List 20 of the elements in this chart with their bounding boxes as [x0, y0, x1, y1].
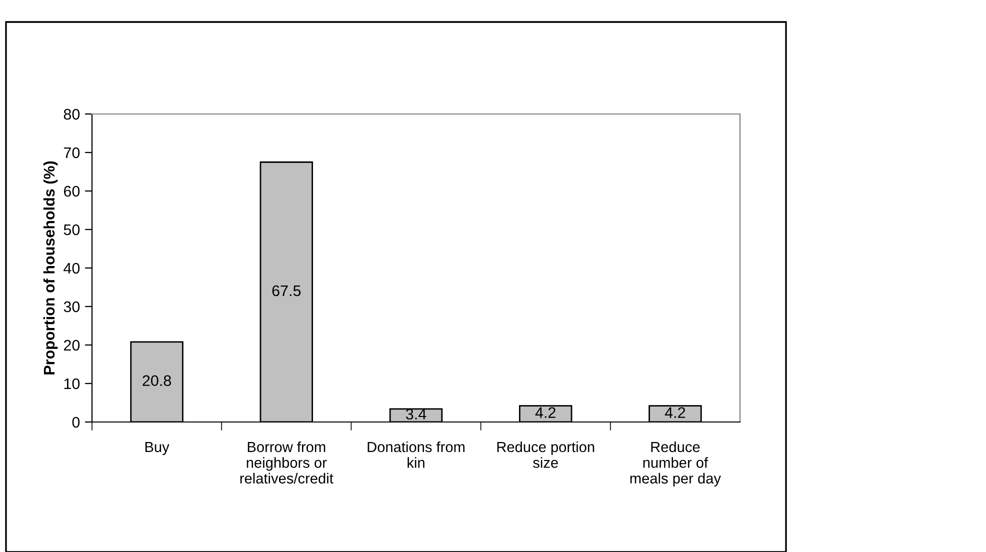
data-label: 67.5: [272, 285, 301, 296]
x-tick-label: Donations from kin: [368, 441, 464, 468]
y-tick-label: 20: [64, 340, 80, 351]
y-tick-label: 80: [64, 108, 80, 120]
y-tick-label: 70: [64, 147, 80, 158]
y-tick-label: 40: [64, 262, 80, 274]
x-tick-label: Borrow from neighbors or relatives/credit: [240, 441, 334, 484]
y-tick-label: 60: [64, 186, 80, 197]
y-tick-label: 50: [64, 224, 80, 236]
y-tick-label: 10: [64, 378, 80, 390]
data-label: 3.4: [406, 408, 426, 420]
data-label: 4.2: [664, 407, 686, 418]
y-tick-label: 0: [72, 416, 80, 428]
y-tick-label: 30: [64, 301, 80, 312]
x-tick-label: Reduce portion size: [497, 441, 594, 468]
y-axis-title: Proportion of households (%): [43, 161, 58, 374]
x-tick-label: Reduce number of meals per day: [630, 441, 721, 486]
x-tick-label: Buy: [145, 442, 170, 456]
data-label: 20.8: [142, 375, 172, 386]
data-label: 4.2: [535, 407, 556, 418]
